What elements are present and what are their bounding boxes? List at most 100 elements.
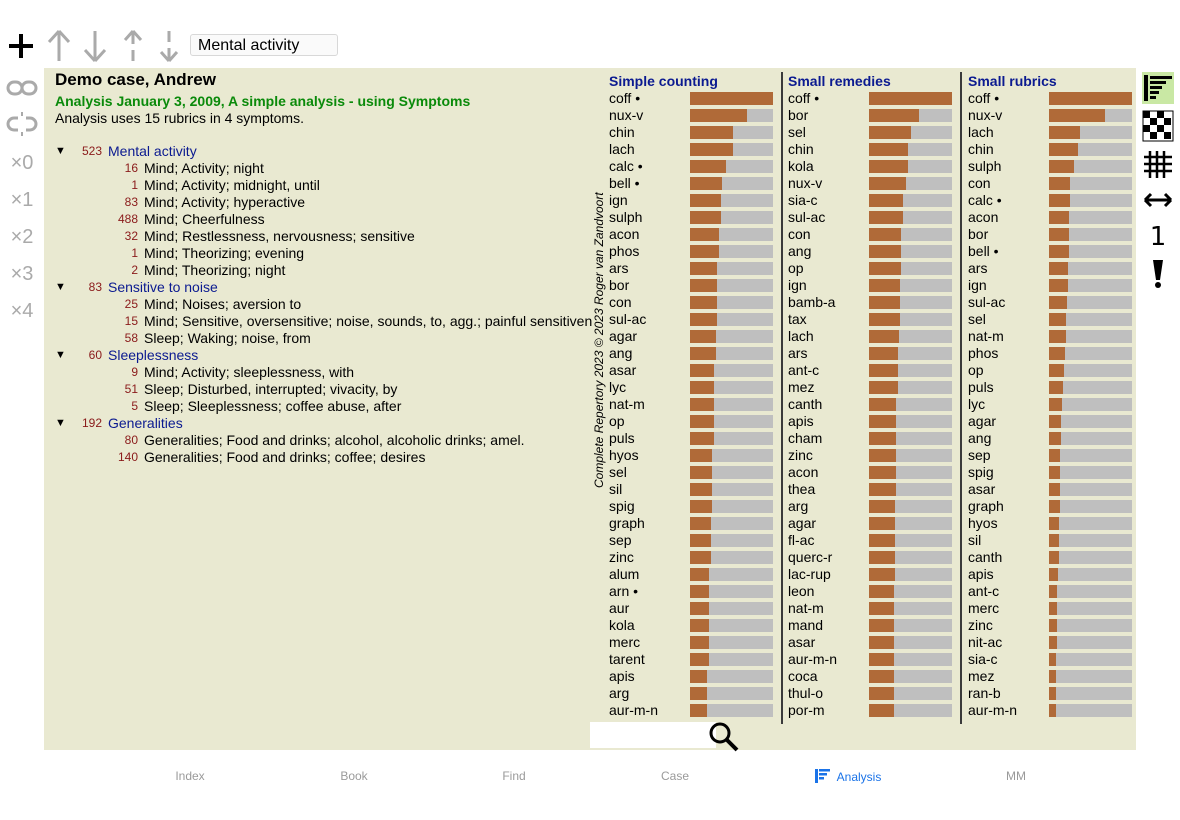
- remedy-row[interactable]: ars: [787, 345, 957, 362]
- remedy-name[interactable]: sulph: [609, 209, 643, 225]
- remedy-row[interactable]: mez: [787, 379, 957, 396]
- remedy-name[interactable]: op: [968, 362, 984, 378]
- remedy-row[interactable]: sia-c: [967, 651, 1137, 668]
- remedy-name[interactable]: sia-c: [968, 651, 998, 667]
- remedy-name[interactable]: ign: [609, 192, 628, 208]
- remedy-name[interactable]: ars: [788, 345, 808, 361]
- remedy-row[interactable]: nat-m: [787, 600, 957, 617]
- remedy-name[interactable]: sep: [968, 447, 991, 463]
- expand-triangle-icon[interactable]: ▼: [55, 281, 66, 293]
- remedy-row[interactable]: con: [608, 294, 778, 311]
- remedy-name[interactable]: hyos: [968, 515, 998, 531]
- rubric-label[interactable]: Mind; Theorizing; evening: [144, 245, 305, 261]
- remedy-row[interactable]: thea: [787, 481, 957, 498]
- tab-analysis[interactable]: Analysis: [798, 769, 898, 784]
- remedy-name[interactable]: agar: [968, 413, 997, 429]
- list-view-icon[interactable]: [1142, 72, 1174, 104]
- rubric-label[interactable]: Mind; Sensitive, oversensitive; noise, s…: [144, 313, 592, 329]
- rubric-row[interactable]: 5 Sleep; Sleeplessness; coffee abuse, aft…: [44, 398, 592, 415]
- remedy-row[interactable]: coff •: [967, 90, 1137, 107]
- remedy-row[interactable]: sel: [787, 124, 957, 141]
- remedy-name[interactable]: zinc: [609, 549, 634, 565]
- remedy-row[interactable]: op: [787, 260, 957, 277]
- remedy-row[interactable]: con: [787, 226, 957, 243]
- remedy-row[interactable]: tarent: [608, 651, 778, 668]
- remedy-name[interactable]: bor: [788, 107, 809, 123]
- remedy-name[interactable]: acon: [968, 209, 999, 225]
- remedy-row[interactable]: hyos: [967, 515, 1137, 532]
- rubric-row[interactable]: 140 Generalities; Food and drinks; coffee…: [44, 449, 592, 466]
- width-icon[interactable]: [1142, 186, 1174, 216]
- remedy-name[interactable]: con: [609, 294, 632, 310]
- remedy-row[interactable]: op: [967, 362, 1137, 379]
- remedy-row[interactable]: zinc: [608, 549, 778, 566]
- remedy-row[interactable]: graph: [608, 515, 778, 532]
- remedy-name[interactable]: graph: [968, 498, 1004, 514]
- remedy-name[interactable]: sia-c: [788, 192, 818, 208]
- remedy-name[interactable]: chin: [609, 124, 635, 140]
- remedy-name[interactable]: sel: [609, 464, 627, 480]
- remedy-row[interactable]: cham: [787, 430, 957, 447]
- remedy-name[interactable]: lyc: [968, 396, 986, 412]
- remedy-row[interactable]: chin: [787, 141, 957, 158]
- rubric-label[interactable]: Mind; Theorizing; night: [144, 262, 286, 278]
- remedy-row[interactable]: aur-m-n: [787, 651, 957, 668]
- remedy-name[interactable]: lac-rup: [788, 566, 831, 582]
- remedy-row[interactable]: asar: [967, 481, 1137, 498]
- remedy-name[interactable]: thul-o: [788, 685, 824, 701]
- remedy-row[interactable]: leon: [787, 583, 957, 600]
- remedy-row[interactable]: mand: [787, 617, 957, 634]
- remedy-name[interactable]: graph: [609, 515, 645, 531]
- remedy-row[interactable]: sep: [967, 447, 1137, 464]
- remedy-row[interactable]: chin: [967, 141, 1137, 158]
- remedy-row[interactable]: apis: [608, 668, 778, 685]
- rubric-label[interactable]: Mind; Activity; midnight, until: [144, 177, 320, 193]
- rubric-row[interactable]: 80 Generalities; Food and drinks; alcohol…: [44, 432, 592, 449]
- expand-triangle-icon[interactable]: ▼: [55, 145, 66, 157]
- rubric-label[interactable]: Sleep; Sleeplessness; coffee abuse, afte…: [144, 398, 402, 414]
- remedy-name[interactable]: zinc: [788, 447, 813, 463]
- remedy-name[interactable]: nat-m: [788, 600, 824, 616]
- tab-index[interactable]: Index: [140, 769, 240, 783]
- tab-case[interactable]: Case: [625, 769, 725, 783]
- remedy-name[interactable]: tarent: [609, 651, 645, 667]
- remedy-row[interactable]: sulph: [608, 209, 778, 226]
- remedy-row[interactable]: ant-c: [787, 362, 957, 379]
- remedy-name[interactable]: bell •: [968, 243, 999, 259]
- symptom-label[interactable]: Mental activity: [108, 143, 197, 159]
- remedy-row[interactable]: coff •: [787, 90, 957, 107]
- remedy-row[interactable]: ign: [787, 277, 957, 294]
- remedy-row[interactable]: apis: [787, 413, 957, 430]
- multiplier-4-button[interactable]: ×4: [10, 300, 34, 322]
- remedy-row[interactable]: aur: [608, 600, 778, 617]
- remedy-name[interactable]: apis: [968, 566, 994, 582]
- remedy-row[interactable]: chin: [608, 124, 778, 141]
- column-title[interactable]: Small rubrics: [968, 73, 1057, 89]
- multiplier-0-button[interactable]: ×0: [10, 152, 34, 174]
- remedy-name[interactable]: sul-ac: [968, 294, 1006, 310]
- remedy-row[interactable]: zinc: [967, 617, 1137, 634]
- remedy-name[interactable]: op: [788, 260, 804, 276]
- remedy-row[interactable]: sel: [608, 464, 778, 481]
- expand-triangle-icon[interactable]: ▼: [55, 349, 66, 361]
- remedy-name[interactable]: coff •: [609, 90, 641, 106]
- alert-icon[interactable]: [1142, 258, 1174, 288]
- remedy-name[interactable]: querc-r: [788, 549, 833, 565]
- remedy-row[interactable]: fl-ac: [787, 532, 957, 549]
- rubric-label[interactable]: Mind; Activity; sleeplessness, with: [144, 364, 355, 380]
- remedy-row[interactable]: sul-ac: [787, 209, 957, 226]
- remedy-name[interactable]: aur-m-n: [788, 651, 838, 667]
- remedy-row[interactable]: aur-m-n: [967, 702, 1137, 719]
- remedy-row[interactable]: bell •: [967, 243, 1137, 260]
- remedy-name[interactable]: fl-ac: [788, 532, 815, 548]
- remedy-row[interactable]: sul-ac: [608, 311, 778, 328]
- rubric-row[interactable]: 32 Mind; Restlessness, nervousness; sensi…: [44, 228, 592, 245]
- rubric-label[interactable]: Mind; Activity; hyperactive: [144, 194, 306, 210]
- remedy-row[interactable]: arg: [787, 498, 957, 515]
- remedy-name[interactable]: ang: [788, 243, 812, 259]
- remedy-row[interactable]: asar: [787, 634, 957, 651]
- remedy-row[interactable]: phos: [967, 345, 1137, 362]
- remedy-name[interactable]: cham: [788, 430, 823, 446]
- remedy-name[interactable]: puls: [609, 430, 635, 446]
- remedy-name[interactable]: ang: [609, 345, 633, 361]
